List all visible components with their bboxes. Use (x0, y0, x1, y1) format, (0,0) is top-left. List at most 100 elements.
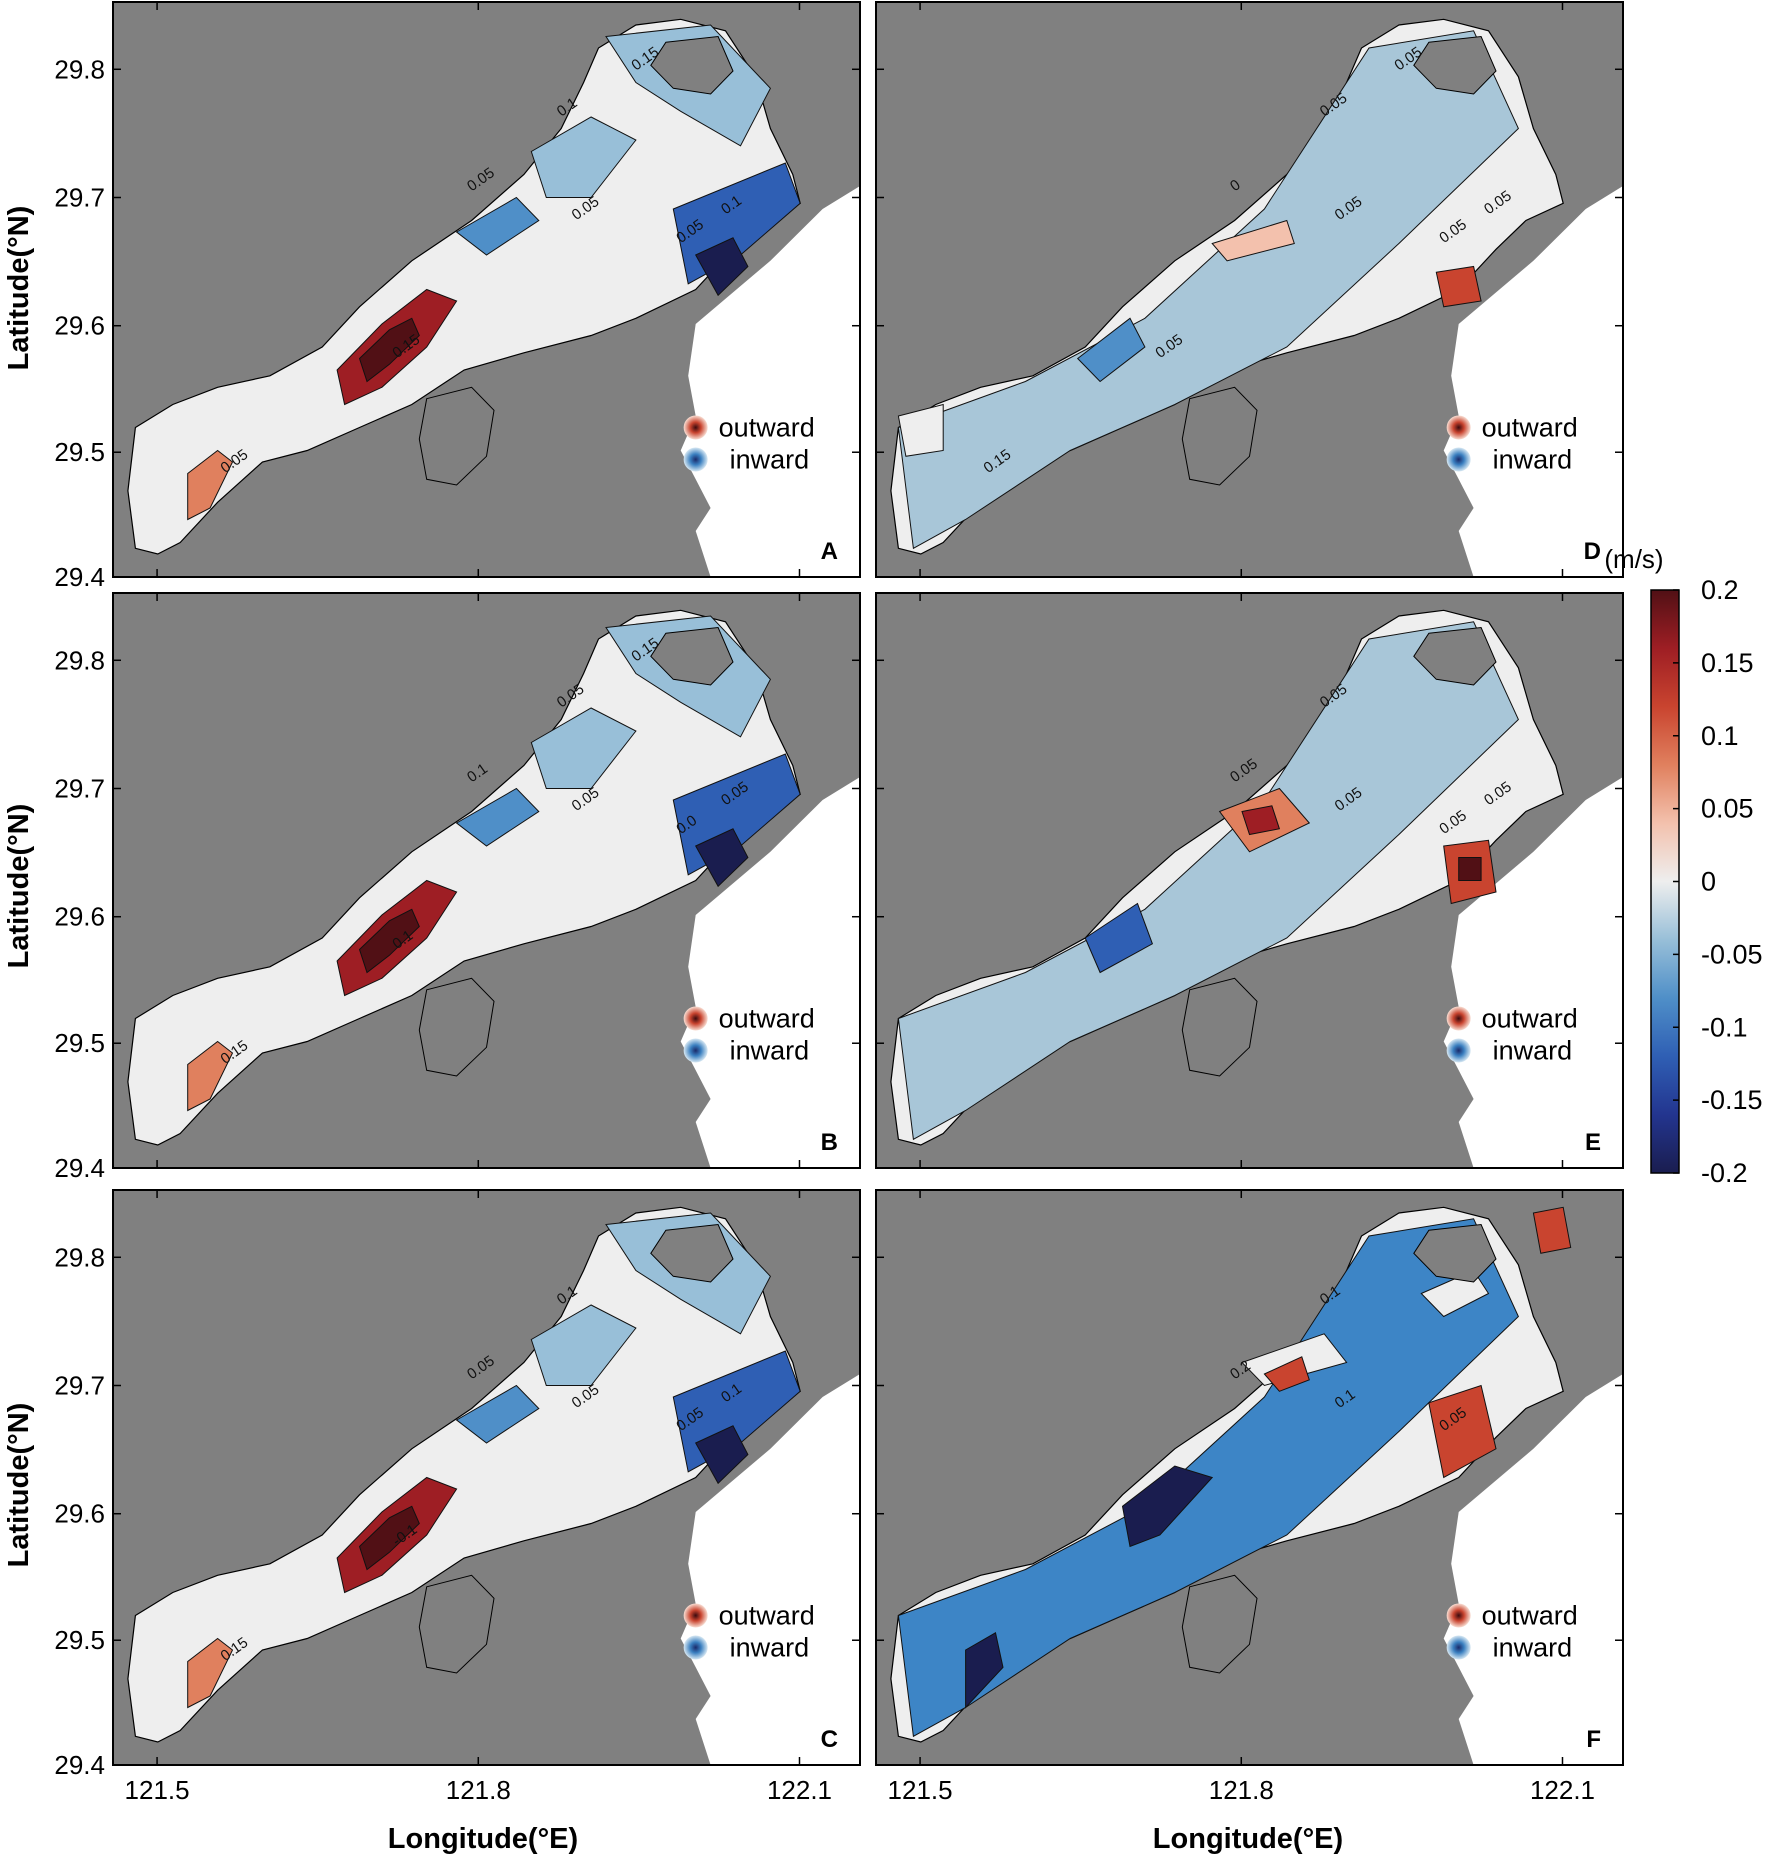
colorbar-ticks: 0.2 0.15 0.1 0.05 0 -0.05 -0.1 -0.15 -0.2 (1673, 575, 1763, 1188)
y-axis-label-bottom: Latitude(°N) (3, 1403, 35, 1568)
panel-grid: 0.050.050.10.050.10.150.050.15outwardinw… (54, 1, 1624, 1805)
legend-outward-marker (1446, 1006, 1471, 1031)
y-tick-label: 29.6 (54, 902, 105, 932)
x-axis-label-right: Longitude(°E) (1153, 1823, 1343, 1855)
velocity-contour-region (530, 116, 637, 198)
y-axis-labels: Latitude(°N) Latitude(°N) Latitude(°N) (3, 206, 35, 1568)
x-axis-label-left: Longitude(°E) (388, 1823, 578, 1855)
estuary-water (127, 18, 801, 555)
peninsula (1181, 1574, 1258, 1674)
legend-outward-label: outward (719, 1601, 815, 1631)
map-panel-C: 0.050.050.10.050.1-0.10.15outwardinwardC… (54, 1189, 861, 1805)
velocity-contour-region (1428, 1384, 1497, 1479)
y-tick-label: 29.8 (54, 645, 105, 675)
colorbar-tick-label: 0.1 (1701, 721, 1739, 751)
island (1413, 1223, 1497, 1283)
legend-outward-label: outward (719, 1004, 815, 1034)
legend-outward-label: outward (1482, 1601, 1578, 1631)
y-tick-label: 29.7 (54, 774, 105, 804)
peninsula (418, 1574, 495, 1674)
panel-label: C (821, 1726, 838, 1753)
panel-frame (875, 1, 1624, 578)
y-tick-label: 29.8 (54, 54, 105, 84)
velocity-contour-region (455, 1384, 540, 1444)
velocity-contour-region (695, 1425, 749, 1485)
estuary-water (127, 1206, 801, 1743)
velocity-contour-region (1241, 805, 1281, 836)
legend-inward-marker (1446, 447, 1471, 472)
velocity-contour-region (1435, 265, 1482, 308)
legend-inward-marker (683, 447, 708, 472)
x-axis-labels: Longitude(°E) Longitude(°E) (388, 1823, 1343, 1855)
x-tick-label: 121.5 (125, 1775, 190, 1805)
colorbar-tick-label: 0 (1701, 867, 1716, 897)
velocity-contour-region (455, 196, 540, 256)
y-tick-label: 29.4 (54, 1750, 105, 1780)
open-sea-area (1443, 777, 1623, 1168)
y-tick-label: 29.8 (54, 1242, 105, 1272)
island (650, 626, 734, 686)
panel-label: E (1585, 1129, 1601, 1156)
velocity-contour-region (695, 237, 749, 297)
legend-inward-label: inward (730, 445, 810, 475)
y-tick-label: 29.6 (54, 1499, 105, 1529)
y-tick-label: 29.7 (54, 1371, 105, 1401)
panel-label: A (821, 538, 838, 565)
velocity-contour-region (358, 317, 420, 383)
velocity-contour-region (897, 621, 1520, 1141)
colorbar-tick-label: -0.05 (1701, 939, 1763, 969)
velocity-contour-region (1263, 1356, 1310, 1392)
legend-outward-marker (1446, 1603, 1471, 1628)
velocity-contour-region (695, 828, 749, 888)
y-tick-label: 29.7 (54, 183, 105, 213)
y-tick-label: 29.4 (54, 1153, 105, 1183)
estuary-water (127, 609, 801, 1146)
x-tick-label: 122.1 (1530, 1775, 1595, 1805)
open-sea-area (1443, 1374, 1623, 1765)
velocity-contour-region (1458, 857, 1482, 881)
open-sea-area (680, 1374, 860, 1765)
velocity-contour-region (187, 1637, 234, 1709)
panel-frame (112, 592, 861, 1169)
y-tick-label: 29.5 (54, 1028, 105, 1058)
colorbar-tick-label: -0.2 (1701, 1158, 1748, 1188)
legend-inward-label: inward (730, 1036, 810, 1066)
x-tick-label: 121.8 (446, 1775, 511, 1805)
map-panel-D: 00.050.050.050.050.050.150.05outwardinwa… (875, 1, 1624, 578)
map-panel-A: 0.050.050.10.050.10.150.050.15outwardinw… (54, 1, 861, 592)
map-panel-B: 0.10.050.050.00.050.10.150.15outwardinwa… (54, 592, 861, 1183)
legend-outward-label: outward (719, 413, 815, 443)
x-tick-label: 122.1 (767, 1775, 832, 1805)
legend-inward-marker (1446, 1038, 1471, 1063)
legend-outward-label: outward (1482, 1004, 1578, 1034)
island (1413, 626, 1497, 686)
velocity-contour-region (965, 1632, 1004, 1709)
island (650, 35, 734, 95)
y-tick-label: 29.5 (54, 1625, 105, 1655)
velocity-contour-region (1076, 317, 1146, 383)
velocity-contour-region (358, 1505, 420, 1571)
x-tick-label: 121.5 (888, 1775, 953, 1805)
peninsula (418, 977, 495, 1077)
velocity-contour-region (187, 1040, 234, 1112)
legend-outward-marker (1446, 415, 1471, 440)
open-sea-area (680, 777, 860, 1168)
velocity-contour-region (1121, 1465, 1214, 1548)
legend-inward-label: inward (1493, 445, 1573, 475)
y-axis-label-top: Latitude(°N) (3, 206, 35, 371)
colorbar-tick-label: -0.1 (1701, 1012, 1748, 1042)
legend-inward-label: inward (1493, 1633, 1573, 1663)
velocity-contour-region (455, 787, 540, 847)
legend-inward-label: inward (730, 1633, 810, 1663)
velocity-contour-region (1084, 902, 1154, 974)
y-tick-label: 29.5 (54, 437, 105, 467)
legend-outward-marker (683, 415, 708, 440)
legend-outward-label: outward (1482, 413, 1578, 443)
